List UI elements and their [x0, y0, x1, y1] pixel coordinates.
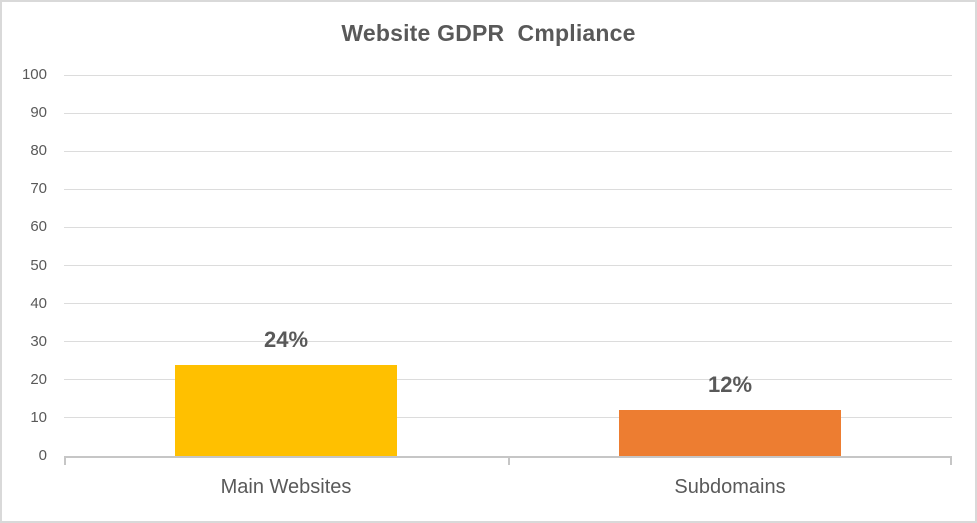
- gridline: [64, 303, 952, 305]
- x-axis-tick: [950, 458, 952, 465]
- gridline: [64, 417, 952, 419]
- gridline: [64, 341, 952, 343]
- y-axis-tick-label: 40: [30, 294, 47, 312]
- y-axis-tick-label: 80: [30, 142, 47, 160]
- x-axis-labels: Main Websites Subdomains: [64, 474, 952, 504]
- y-axis-tick-label: 10: [30, 408, 47, 426]
- gridline: [64, 188, 952, 190]
- plot-area: 24% 12%: [64, 74, 952, 465]
- y-axis-tick-label: 50: [30, 256, 47, 274]
- y-axis-tick-label: 20: [30, 370, 47, 388]
- gridline: [64, 74, 952, 76]
- bar-subdomains: [619, 410, 841, 456]
- y-axis-tick-label: 90: [30, 104, 47, 122]
- y-axis-tick-label: 60: [30, 218, 47, 236]
- data-label-main-websites: 24%: [263, 326, 309, 352]
- x-axis-tick: [64, 458, 66, 465]
- x-axis-category-label-subdomains: Subdomains: [674, 476, 786, 498]
- gridline: [64, 379, 952, 381]
- bar-main-websites: [175, 364, 397, 456]
- x-axis-tick: [508, 458, 510, 465]
- y-axis-tick-label: 70: [30, 180, 47, 198]
- y-axis-tick-label: 30: [30, 332, 47, 350]
- y-axis-labels: 0 10 20 30 40 50 60 70 80 90 100: [2, 66, 47, 464]
- gridline: [64, 226, 952, 228]
- y-axis-tick-label: 100: [21, 66, 47, 83]
- x-axis-line: [64, 456, 952, 458]
- chart-title: Website GDPR Cmpliance: [341, 20, 636, 46]
- data-label-subdomains: 12%: [707, 372, 753, 398]
- gridline: [64, 265, 952, 266]
- gridline: [64, 150, 952, 152]
- gridline: [64, 112, 952, 114]
- x-axis-category-label-main-websites: Main Websites: [220, 476, 352, 498]
- y-axis-tick-label: 0: [38, 447, 47, 464]
